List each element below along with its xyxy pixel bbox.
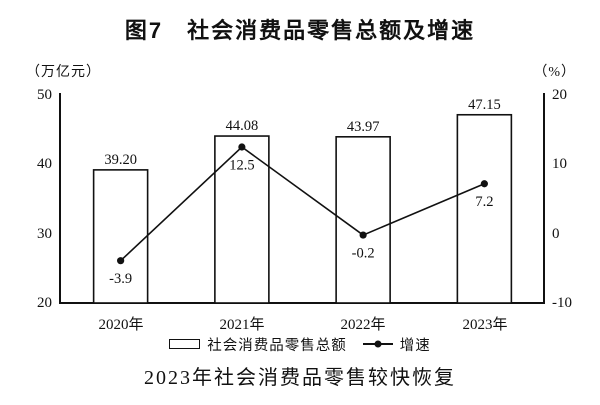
right-axis-line xyxy=(543,93,545,304)
data-point xyxy=(480,180,488,188)
bar-value-label: 47.15 xyxy=(468,97,501,113)
bar-swatch-icon xyxy=(169,339,201,349)
left-axis-tick: 50 xyxy=(37,87,52,103)
right-axis-tick: -10 xyxy=(552,295,572,311)
x-axis-label-2022: 2022年 xyxy=(340,317,386,333)
bar xyxy=(335,136,391,304)
legend-label: 增速 xyxy=(399,337,431,354)
right-axis-tick: 0 xyxy=(552,226,560,242)
right-axis-tick: 10 xyxy=(552,156,567,172)
line-dot-swatch-icon xyxy=(362,340,393,348)
left-axis-line xyxy=(59,93,61,304)
data-point xyxy=(117,257,125,265)
left-axis-tick: 40 xyxy=(37,156,52,172)
point-value-label: -3.9 xyxy=(109,271,132,287)
legend-item-retail-total: 社会消费品零售总额 xyxy=(169,334,347,355)
x-axis-line xyxy=(59,302,545,304)
chart-title: 图7 社会消费品零售总额及增速 xyxy=(124,18,476,43)
left-axis-tick: 20 xyxy=(37,295,52,311)
point-value-label: -0.2 xyxy=(352,245,375,261)
legend-item-growth: 增速 xyxy=(362,334,431,355)
growth-line xyxy=(120,145,485,262)
bar-value-label: 44.08 xyxy=(226,118,259,134)
data-point xyxy=(238,143,246,151)
figure-caption: 2023年社会消费品零售较快恢复 xyxy=(144,367,456,389)
right-axis-unit: （%） xyxy=(533,65,576,80)
data-point xyxy=(359,231,367,239)
left-axis-unit: （万亿元） xyxy=(26,65,101,80)
x-axis-label-2021: 2021年 xyxy=(219,317,265,333)
x-axis-label-2020: 2020年 xyxy=(98,317,144,333)
chart-legend: 社会消费品零售总额 增速 xyxy=(0,334,600,354)
bar-value-label: 39.20 xyxy=(104,152,137,168)
bar xyxy=(456,113,513,304)
legend-label: 社会消费品零售总额 xyxy=(207,337,347,354)
bar-value-label: 43.97 xyxy=(347,119,380,135)
x-axis-label-2023: 2023年 xyxy=(462,317,508,333)
bar xyxy=(92,169,149,304)
point-value-label: 12.5 xyxy=(229,157,254,173)
point-value-label: 7.2 xyxy=(475,194,493,210)
right-axis-tick: 20 xyxy=(552,87,567,103)
left-axis-tick: 30 xyxy=(37,226,52,242)
